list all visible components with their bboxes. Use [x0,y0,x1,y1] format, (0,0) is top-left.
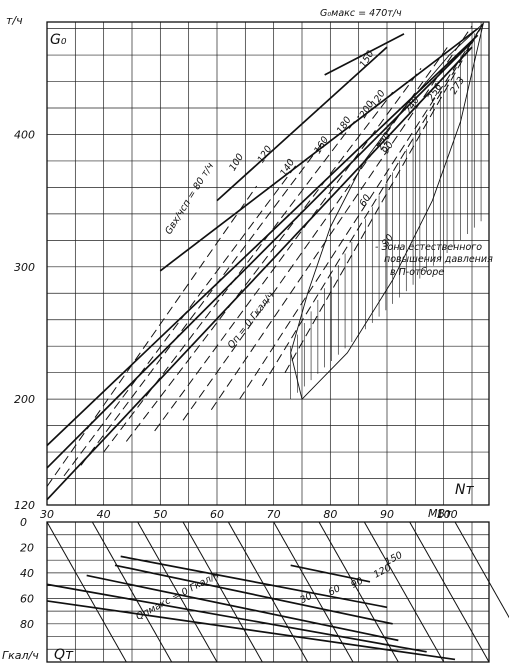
lower-frame [46,521,490,663]
steam-flow-line-100 [63,164,297,477]
zone-label-3: в П-отборе [390,267,444,278]
x-tick-label: 50 [153,508,167,521]
steam-flow-line-273 [284,23,484,373]
lower-grid [46,521,489,662]
x-tick-label: 60 [210,508,224,521]
lower-heat-load-line-Q0 [46,600,456,661]
steam-flow-line-120 [80,139,326,466]
zone-label-1: - Зона естественного [375,242,482,253]
lower-y-tick-label: 20 [20,541,34,554]
steam-flow-line-140 [103,115,360,453]
series-label: 273 [448,75,467,96]
upper-grid [46,22,489,506]
steam-flow-line-160 [125,91,394,442]
lower-series-label: 90 [349,575,365,590]
y-tick-label: 300 [14,261,35,274]
series-label: 240 [403,95,422,116]
lower-series-label: 30 [298,591,314,606]
lower-heat-load-line-150 [290,564,371,583]
lower-heat-load-line-30 [46,583,427,653]
lower-y-tick-label: 60 [20,592,34,605]
hatch-zone [290,21,485,401]
heat-load-line-30 [46,41,473,469]
y-unit-label: т/ч [6,14,23,27]
lower-y-tick-label: 40 [20,567,34,580]
lower-y-tick-label: 80 [20,618,34,631]
steam-flow-line-180 [154,68,422,432]
lower-diagonal-line [363,521,445,663]
y-symbol-label: G₀ [50,32,67,48]
upper-frame [46,21,490,506]
y-tick-label: 120 [14,499,35,512]
steam-flow-line-256 [261,23,484,387]
y-tick-label: 400 [14,128,35,141]
x-tick-label: 80 [323,508,337,521]
qp0-label: Qп = 0 Гкал/ч [226,290,277,351]
steam-flow-line-G80 [46,185,258,487]
lower-diagonal-line [409,521,490,663]
steam-flow-line-240 [239,23,484,400]
steam-flow-line-220 [210,25,473,411]
series-label: 160 [312,135,331,156]
heat-load-line-150 [324,33,405,76]
lower-diagonal-line [227,521,309,663]
zone-label-2: повышения давления [384,254,493,265]
x-tick-label: 100 [437,508,458,521]
lower-diagonal-line [318,521,399,663]
series-label: 100 [227,152,246,173]
lower-y-tick-label: 0 [20,516,27,529]
heat-load-line-120 [216,46,388,202]
upper-lines [46,23,484,501]
lower-lines [46,521,509,663]
qt-label: Qт [54,647,74,663]
series-label: 90 [380,140,396,156]
x-tick-label: 70 [267,508,281,521]
bottom-max-label: Qпмакс = 0 Гкал/ч [134,569,221,622]
lower-heat-load-line-90 [114,564,393,625]
heat-load-line-Q0 [46,46,473,501]
x-tick-label: 90 [380,508,394,521]
lower-heat-load-line-120 [120,555,388,609]
nt-label: Nт [455,482,474,498]
mvt-label: МВт [428,507,452,520]
lower-series-label: 60 [327,583,343,598]
heat-load-line-60 [46,34,479,447]
lower-diagonal-line [182,521,263,663]
gkal-label: Гкал/ч [2,649,39,662]
x-tick-label: 30 [40,508,54,521]
lower-heat-load-line-60 [86,574,399,642]
x-tick-label: 40 [97,508,111,521]
g0max-label: G₀макс = 470т/ч [320,8,402,19]
lower-diagonal-line [137,521,218,663]
steam-flow-line-200 [182,44,450,421]
heat-load-line-90 [159,27,479,272]
lower-diagonal-line [46,521,127,663]
lower-diagonal-line [454,521,509,619]
lower-diagonal-line [273,521,354,663]
y-tick-label: 200 [14,393,35,406]
series-label: 120 [256,144,275,165]
series-label: 30 [380,232,396,248]
lower-diagonal-line [91,521,173,663]
series-label: 60 [358,193,374,209]
gvh-label: Gвх/чсп = 80 т/ч [163,161,216,237]
